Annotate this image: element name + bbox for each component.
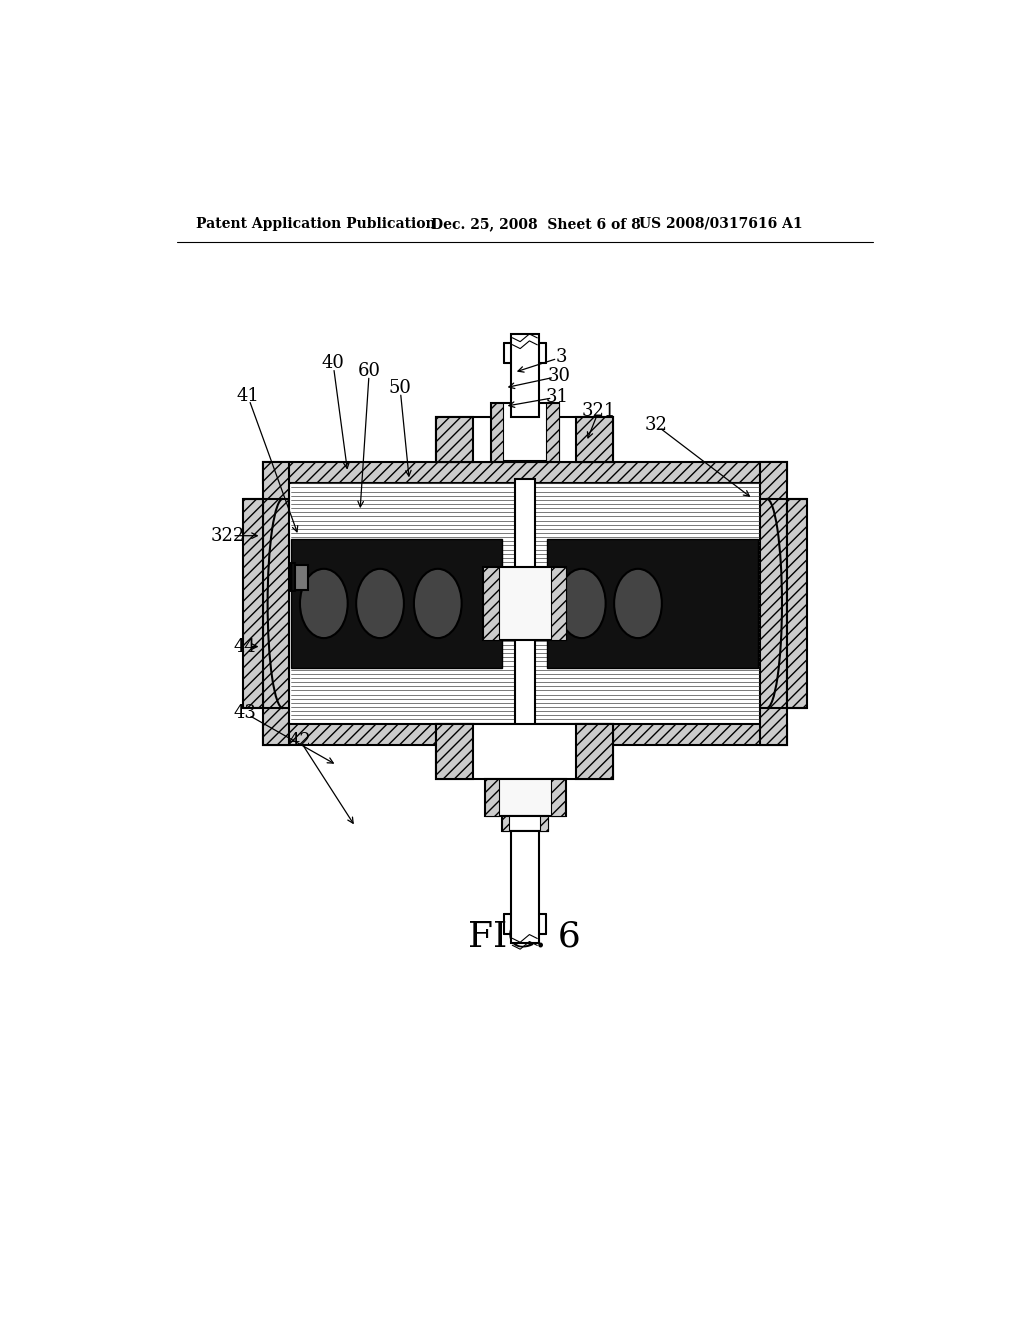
Text: Patent Application Publication: Patent Application Publication <box>196 216 435 231</box>
Bar <box>243 499 263 708</box>
Text: 322: 322 <box>211 527 245 545</box>
Bar <box>484 779 565 816</box>
Text: 50: 50 <box>389 379 412 397</box>
Bar <box>502 816 548 832</box>
Text: 43: 43 <box>233 704 256 722</box>
Bar <box>577 417 613 462</box>
Bar <box>483 568 566 640</box>
Text: 60: 60 <box>357 362 381 380</box>
Text: 31: 31 <box>546 388 568 407</box>
Bar <box>547 404 559 461</box>
Text: Dec. 25, 2008  Sheet 6 of 8: Dec. 25, 2008 Sheet 6 of 8 <box>431 216 641 231</box>
Text: 3: 3 <box>556 348 567 366</box>
Bar <box>551 568 566 640</box>
Text: US 2008/0317616 A1: US 2008/0317616 A1 <box>639 216 803 231</box>
Ellipse shape <box>614 569 662 638</box>
Text: 321: 321 <box>582 403 615 420</box>
Bar <box>547 539 758 668</box>
Bar <box>511 832 539 942</box>
Bar <box>483 568 499 640</box>
Bar <box>292 539 503 668</box>
Bar <box>263 462 289 744</box>
Bar <box>436 417 473 462</box>
Text: 44: 44 <box>233 638 256 656</box>
Bar <box>490 404 559 461</box>
Bar <box>761 462 786 744</box>
Ellipse shape <box>356 569 403 638</box>
Bar <box>511 334 539 417</box>
Bar <box>436 723 473 779</box>
Bar <box>515 479 535 727</box>
Bar <box>541 816 548 832</box>
Bar <box>263 462 786 483</box>
Bar <box>577 723 613 779</box>
Text: 41: 41 <box>237 387 259 404</box>
Bar <box>786 499 807 708</box>
Bar <box>502 816 509 832</box>
Bar <box>263 723 786 744</box>
Ellipse shape <box>300 569 348 638</box>
Text: 32: 32 <box>644 416 668 434</box>
Text: 42: 42 <box>289 731 311 750</box>
Bar <box>295 565 307 590</box>
Text: 30: 30 <box>547 367 570 385</box>
Bar <box>484 779 499 816</box>
Text: 40: 40 <box>322 354 344 372</box>
Ellipse shape <box>558 569 605 638</box>
Bar <box>551 779 565 816</box>
Text: FIG. 6: FIG. 6 <box>468 919 582 953</box>
Bar <box>436 417 613 462</box>
Ellipse shape <box>414 569 462 638</box>
Bar <box>436 723 613 779</box>
Bar <box>490 404 503 461</box>
